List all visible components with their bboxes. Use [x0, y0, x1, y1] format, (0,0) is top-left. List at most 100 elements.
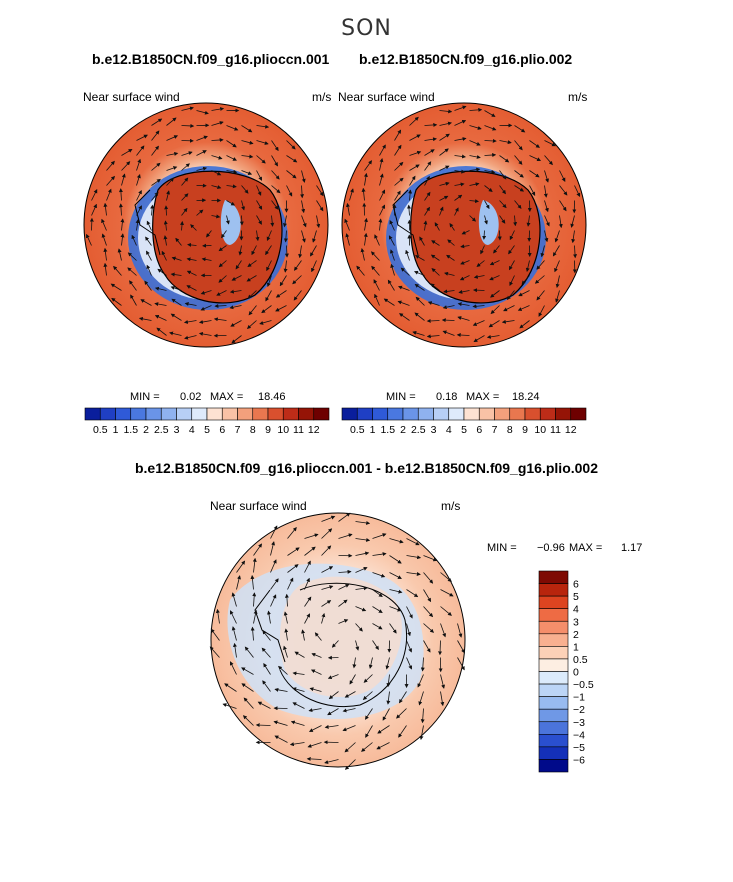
arrow-icon	[431, 240, 440, 246]
max-value-diff: 1.17	[621, 542, 642, 554]
arrow-icon	[559, 185, 568, 196]
arrow-icon	[200, 290, 212, 295]
arrow-icon	[301, 629, 306, 641]
field-label-left: Near surface wind	[83, 90, 180, 104]
arrow-icon	[161, 250, 167, 261]
arrow-icon	[397, 300, 410, 306]
arrow-icon	[156, 327, 167, 336]
colorbar-right-swatch	[448, 407, 465, 421]
arrow-icon	[454, 137, 467, 141]
colorbar-diff-swatch	[538, 658, 569, 672]
arrow-icon	[389, 555, 402, 564]
arrow-icon	[446, 254, 455, 261]
colorbar-right-swatch	[463, 407, 480, 421]
arrow-icon	[321, 515, 336, 522]
colorbar-diff-tick-label: 2	[573, 629, 579, 641]
colorbar-right-swatch	[570, 407, 587, 421]
arrow-icon	[486, 334, 500, 339]
colorbar-left-swatch	[191, 407, 208, 421]
arrow-icon	[256, 155, 266, 164]
arrow-icon	[554, 260, 560, 273]
colorbar-left-tick-label: 9	[265, 424, 271, 436]
arrow-icon	[103, 202, 108, 216]
arrow-icon	[476, 260, 485, 267]
arrow-icon	[406, 640, 412, 653]
arrow-icon	[460, 260, 470, 265]
arrow-icon	[140, 299, 152, 306]
colorbar-left-swatch	[176, 407, 193, 421]
min-label-left: MIN =	[130, 391, 160, 403]
max-label-right: MAX =	[466, 391, 499, 403]
arrow-icon	[383, 298, 395, 306]
min-value-diff: −0.96	[537, 542, 565, 554]
arrow-icon	[394, 161, 404, 171]
arrow-icon	[181, 207, 188, 216]
colorbar-left-swatch	[252, 407, 269, 421]
arrow-icon	[376, 742, 390, 750]
arrow-icon	[186, 257, 197, 262]
arrow-icon	[387, 279, 395, 291]
arrow-icon	[312, 230, 317, 243]
arrow-icon	[241, 667, 254, 675]
arrow-icon	[190, 224, 197, 231]
arrow-icon	[499, 140, 512, 145]
arrow-icon	[121, 161, 131, 171]
min-label-right: MIN =	[386, 391, 416, 403]
arrow-icon	[442, 330, 455, 336]
colorbar-right-tick-label: 6	[476, 424, 482, 436]
arrow-icon	[314, 632, 322, 641]
arrow-icon	[255, 723, 271, 728]
arrow-icon	[307, 742, 322, 748]
colorbar-diff-swatch	[538, 734, 569, 748]
arrow-icon	[146, 264, 152, 276]
colorbar-diff-swatch	[538, 746, 569, 760]
arrow-icon	[514, 155, 523, 165]
arrow-icon	[321, 585, 334, 590]
arrow-icon	[327, 708, 339, 716]
arrow-icon	[196, 209, 204, 216]
arrow-icon	[426, 318, 440, 323]
arrow-icon	[456, 333, 470, 338]
arrow-icon	[186, 270, 197, 276]
arrow-icon	[388, 235, 395, 246]
arrow-icon	[469, 107, 483, 112]
arrow-icon	[461, 230, 470, 235]
colorbar-left-swatch	[99, 407, 116, 421]
arrow-icon	[196, 150, 207, 156]
arrow-icon	[130, 294, 137, 306]
arrow-icon	[469, 155, 481, 159]
arrow-icon	[406, 204, 411, 216]
colorbar-right-swatch	[433, 407, 450, 421]
arrow-icon	[310, 245, 317, 257]
arrow-icon	[386, 674, 391, 688]
arrow-icon	[166, 177, 175, 186]
arrow-icon	[398, 285, 410, 291]
arrow-icon	[218, 245, 227, 252]
colorbar-left-tick-label: 7	[235, 424, 241, 436]
arrow-icon	[256, 215, 262, 225]
arrow-icon	[423, 640, 431, 653]
arrow-icon	[196, 135, 208, 141]
arrow-icon	[187, 242, 197, 247]
arrow-icon	[131, 234, 137, 246]
arrow-icon	[251, 245, 257, 256]
arrow-icon	[514, 170, 524, 178]
arrow-icon	[283, 260, 288, 273]
colorbar-diff-tick-label: −4	[573, 729, 585, 741]
arrow-icon	[218, 260, 227, 268]
arrow-icon	[311, 652, 322, 658]
arrow-icon	[454, 194, 463, 201]
colorbar-left-tick-label: 12	[308, 424, 320, 436]
arrow-icon	[488, 320, 500, 328]
arrow-icon	[211, 137, 224, 142]
map-right	[341, 102, 587, 348]
arrow-icon	[151, 191, 159, 201]
arrow-icon	[469, 182, 480, 187]
arrow-icon	[265, 290, 272, 302]
arrow-icon	[270, 578, 279, 590]
arrow-icon	[390, 263, 395, 276]
arrow-icon	[256, 185, 262, 196]
arrow-icon	[440, 674, 446, 689]
arrow-icon	[457, 316, 470, 321]
arrow-icon	[423, 606, 434, 618]
